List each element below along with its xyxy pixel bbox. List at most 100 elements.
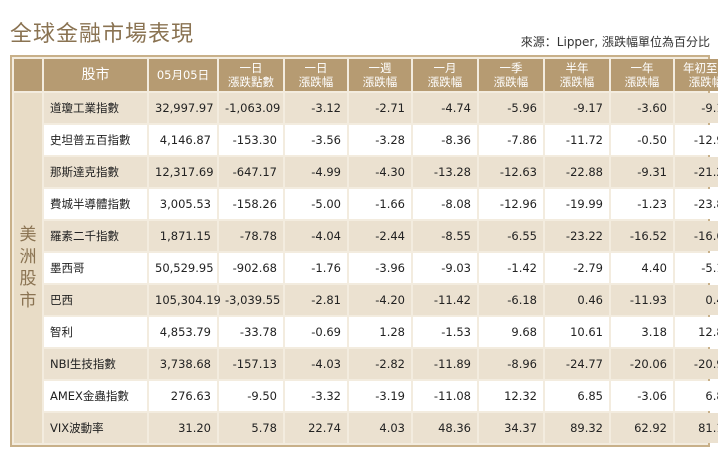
row-value: 6.85	[545, 381, 609, 411]
row-value: -23.22	[545, 221, 609, 251]
row-value: 12,317.69	[149, 157, 217, 187]
row-name: 墨西哥	[44, 253, 147, 283]
table-row: AMEX金蟲指數 276.63 -9.50 -3.32 -3.19 -11.08 12.32…	[14, 381, 718, 411]
row-value: -1.42	[479, 253, 543, 283]
region-label-char: 美	[19, 225, 37, 245]
row-value: -16.52	[611, 221, 673, 251]
row-value: -19.99	[545, 189, 609, 219]
table-body: 美洲股市道瓊工業指數 32,997.97 -1,063.09 -3.12 -2.71 -4…	[14, 93, 718, 443]
row-value: 5.78	[219, 413, 283, 443]
row-name: NBI生技指數	[44, 349, 147, 379]
header-stock: 股市	[44, 59, 147, 91]
row-value: -3,039.55	[219, 285, 283, 315]
row-value: -7.86	[479, 125, 543, 155]
row-value: -157.13	[219, 349, 283, 379]
row-value: -5.96	[479, 93, 543, 123]
row-value: -33.78	[219, 317, 283, 347]
row-value: -2.82	[349, 349, 411, 379]
row-value: -3.28	[349, 125, 411, 155]
row-value: -8.55	[413, 221, 477, 251]
table-row: VIX波動率 31.20 5.78 22.74 4.03 48.36 34.37 89.32 6…	[14, 413, 718, 443]
row-value: -2.79	[545, 253, 609, 283]
header-date: 05月05日	[149, 59, 217, 91]
row-value: -9.03	[413, 253, 477, 283]
row-value: -1,063.09	[219, 93, 283, 123]
row-value: -12.99	[675, 125, 718, 155]
row-value: -4.30	[349, 157, 411, 187]
row-value: -11.08	[413, 381, 477, 411]
row-value: -23.84	[675, 189, 718, 219]
row-value: 105,304.19	[149, 285, 221, 315]
row-value: 12.32	[479, 381, 543, 411]
table-row: 史坦普五百指數 4,146.87 -153.30 -3.56 -3.28 -8.36 -7.…	[14, 125, 718, 155]
table-row: NBI生技指數 3,738.68 -157.13 -4.03 -2.82 -11.89 -8…	[14, 349, 718, 379]
row-value: 32,997.97	[149, 93, 217, 123]
row-value: 10.61	[545, 317, 609, 347]
row-value: -11.72	[545, 125, 609, 155]
table-row: 那斯達克指數 12,317.69 -647.17 -4.99 -4.30 -13.28 -1…	[14, 157, 718, 187]
header-col: 一日 漲跌幅	[285, 59, 347, 91]
row-value: 31.20	[149, 413, 217, 443]
region-label: 美洲股市	[14, 93, 42, 443]
row-value: -1.23	[611, 189, 673, 219]
row-value: -12.63	[479, 157, 543, 187]
row-value: -8.36	[413, 125, 477, 155]
row-name: 道瓊工業指數	[44, 93, 147, 123]
header-col: 一日 漲跌點數	[219, 59, 283, 91]
row-value: 3,005.53	[149, 189, 217, 219]
row-value: 0.46	[675, 285, 718, 315]
page-title: 全球金融市場表現	[10, 22, 195, 47]
row-value: -3.19	[349, 381, 411, 411]
row-value: 3.18	[611, 317, 673, 347]
row-value: 4.03	[349, 413, 411, 443]
row-value: -1.53	[413, 317, 477, 347]
row-value: -4.04	[285, 221, 347, 251]
row-value: -1.76	[285, 253, 347, 283]
row-value: -6.55	[479, 221, 543, 251]
row-value: 9.68	[479, 317, 543, 347]
row-name: 費城半導體指數	[44, 189, 147, 219]
header-col: 一月 漲跌幅	[413, 59, 477, 91]
row-value: -12.96	[479, 189, 543, 219]
source-note: 來源：Lipper, 漲跌幅單位為百分比	[520, 35, 710, 49]
row-value: -21.27	[675, 157, 718, 187]
row-value: -9.31	[611, 157, 673, 187]
row-value: -5.00	[285, 189, 347, 219]
row-value: 34.37	[479, 413, 543, 443]
row-value: -3.96	[349, 253, 411, 283]
row-value: 50,529.95	[149, 253, 217, 283]
row-name: 智利	[44, 317, 147, 347]
row-value: -11.42	[413, 285, 477, 315]
header-row: 股市 05月05日 一日 漲跌點數 一日 漲跌幅 一週 漲跌幅 一月 漲跌幅 一…	[14, 59, 718, 91]
row-value: -20.94	[675, 349, 718, 379]
table-row: 費城半導體指數 3,005.53 -158.26 -5.00 -1.66 -8.08 -12…	[14, 189, 718, 219]
row-value: -16.66	[675, 221, 718, 251]
row-name: AMEX金蟲指數	[44, 381, 147, 411]
row-value: -4.99	[285, 157, 347, 187]
row-value: -2.81	[285, 285, 347, 315]
header-col: 一週 漲跌幅	[349, 59, 411, 91]
table-row: 美洲股市道瓊工業指數 32,997.97 -1,063.09 -3.12 -2.71 -4…	[14, 93, 718, 443]
row-value: 22.74	[285, 413, 347, 443]
row-value: 6.86	[675, 381, 718, 411]
row-value: -3.60	[611, 93, 673, 123]
row-value: 1,871.15	[149, 221, 217, 251]
row-value: 4,146.87	[149, 125, 217, 155]
row-value: -4.03	[285, 349, 347, 379]
region-label-char: 市	[19, 291, 37, 311]
row-name: 巴西	[44, 285, 147, 315]
row-value: -902.68	[219, 253, 283, 283]
row-value: -153.30	[219, 125, 283, 155]
row-value: -22.88	[545, 157, 609, 187]
row-value: -9.19	[675, 93, 718, 123]
row-value: -3.32	[285, 381, 347, 411]
header-col: 一年 漲跌幅	[611, 59, 673, 91]
row-name: 羅素二千指數	[44, 221, 147, 251]
row-value: -20.06	[611, 349, 673, 379]
row-value: -2.44	[349, 221, 411, 251]
row-value: -78.78	[219, 221, 283, 251]
row-value: -0.69	[285, 317, 347, 347]
row-value: -4.20	[349, 285, 411, 315]
row-value: -24.77	[545, 349, 609, 379]
row-value: -8.08	[413, 189, 477, 219]
